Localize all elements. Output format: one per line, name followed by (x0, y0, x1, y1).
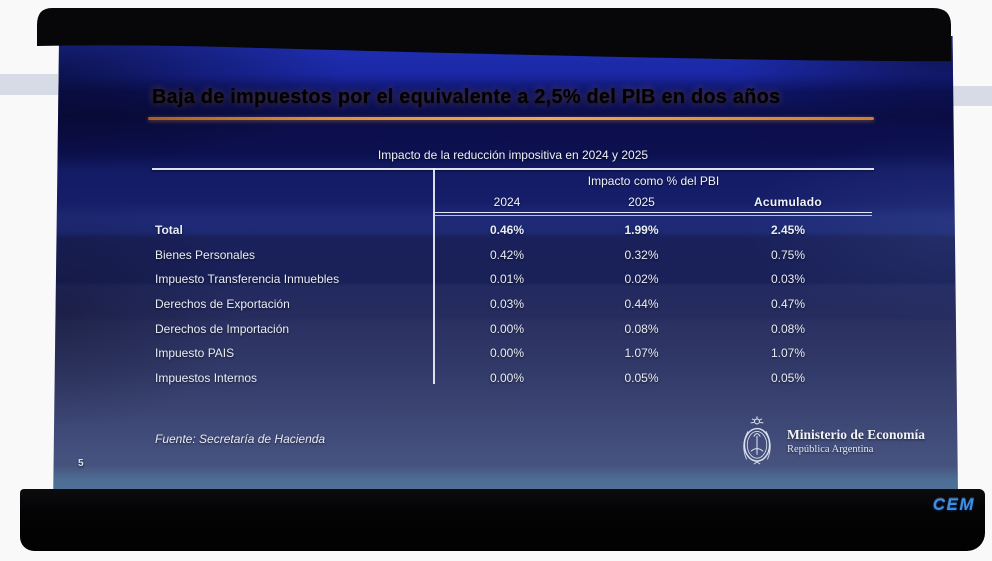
row-label: Impuesto Transferencia Inmuebles (155, 272, 340, 287)
row-value: 1.07% (624, 346, 659, 361)
background-streak-right (952, 86, 992, 106)
row-label: Bienes Personales (155, 247, 256, 262)
table-row: Bienes Personales 0.42% 0.32% 0.75% (152, 243, 874, 268)
row-label: Derechos de Exportación (155, 297, 290, 312)
table-vertical-rule (433, 168, 435, 384)
slide: Baja de impuestos por el equivalente a 2… (53, 36, 958, 494)
ministry-logo-text: Ministerio de Economía República Argenti… (787, 427, 925, 455)
row-label: Impuestos Internos (155, 370, 258, 385)
row-value: 0.00% (489, 346, 525, 361)
table-column-headers: 2024 2025 Acumulado (435, 195, 872, 209)
column-header-acumulado: Acumulado (753, 195, 823, 209)
row-value: 0.75% (770, 247, 806, 262)
table-row: Impuestos Internos 0.00% 0.05% 0.05% (152, 366, 874, 391)
row-value: 0.44% (624, 297, 659, 312)
source-note: Fuente: Secretaría de Hacienda (155, 432, 326, 446)
row-value: 0.01% (489, 272, 525, 287)
table-group-header: Impacto como % del PBI (587, 174, 720, 188)
row-label: Derechos de Importación (155, 321, 290, 336)
projection-screen: Baja de impuestos por el equivalente a 2… (53, 36, 958, 494)
ministry-logo: Ministerio de Economía República Argenti… (736, 415, 925, 467)
table-row: Total 0.46% 1.99% 2.45% (152, 218, 874, 243)
row-label: Impuesto PAIS (155, 346, 235, 361)
row-value: 0.05% (624, 370, 659, 385)
row-value: 0.47% (770, 297, 806, 312)
table-top-rule (152, 168, 874, 170)
row-value: 0.08% (624, 321, 659, 336)
row-value: 0.05% (770, 370, 806, 385)
row-value: 0.42% (489, 247, 525, 262)
table-row: Impuesto PAIS 0.00% 1.07% 1.07% (152, 341, 874, 366)
argentina-coat-of-arms-icon (743, 416, 771, 465)
broadcaster-watermark: CEM (932, 495, 975, 514)
slide-title: Baja de impuestos por el equivalente a 2… (152, 86, 781, 108)
title-underline (148, 117, 874, 120)
row-value: 0.08% (770, 321, 806, 336)
row-value: 0.32% (624, 247, 659, 262)
table-row: Derechos de Exportación 0.03% 0.44% 0.47% (152, 292, 874, 317)
row-value: 0.03% (489, 297, 525, 312)
row-value: 2.45% (770, 223, 806, 238)
row-value: 1.07% (770, 346, 806, 361)
table-row: Impuesto Transferencia Inmuebles 0.01% 0.0… (152, 267, 874, 292)
row-value: 1.99% (624, 223, 659, 238)
country-name: República Argentina (787, 444, 874, 455)
screen-top-bezel (37, 8, 951, 62)
column-header-2025: 2025 (628, 195, 655, 209)
row-value: 0.03% (770, 272, 806, 287)
ministry-name: Ministerio de Economía (787, 427, 925, 442)
row-value: 0.00% (489, 321, 525, 336)
row-label: Total (155, 223, 183, 238)
row-value: 0.46% (489, 223, 525, 238)
background-streak-left (0, 74, 58, 95)
column-header-2024: 2024 (493, 195, 521, 209)
table-row: Derechos de Importación 0.00% 0.08% 0.08% (152, 316, 874, 341)
row-value: 0.02% (624, 272, 659, 287)
table-rows: Total 0.46% 1.99% 2.45% Bienes Personales 0.4… (152, 218, 874, 390)
row-value: 0.00% (489, 370, 525, 385)
table-title: Impacto de la reducción impositiva en 20… (377, 148, 649, 162)
table-header-rule (435, 212, 872, 217)
slide-page-number: 5 (78, 458, 84, 469)
stage-curtain: CEM (20, 489, 985, 551)
